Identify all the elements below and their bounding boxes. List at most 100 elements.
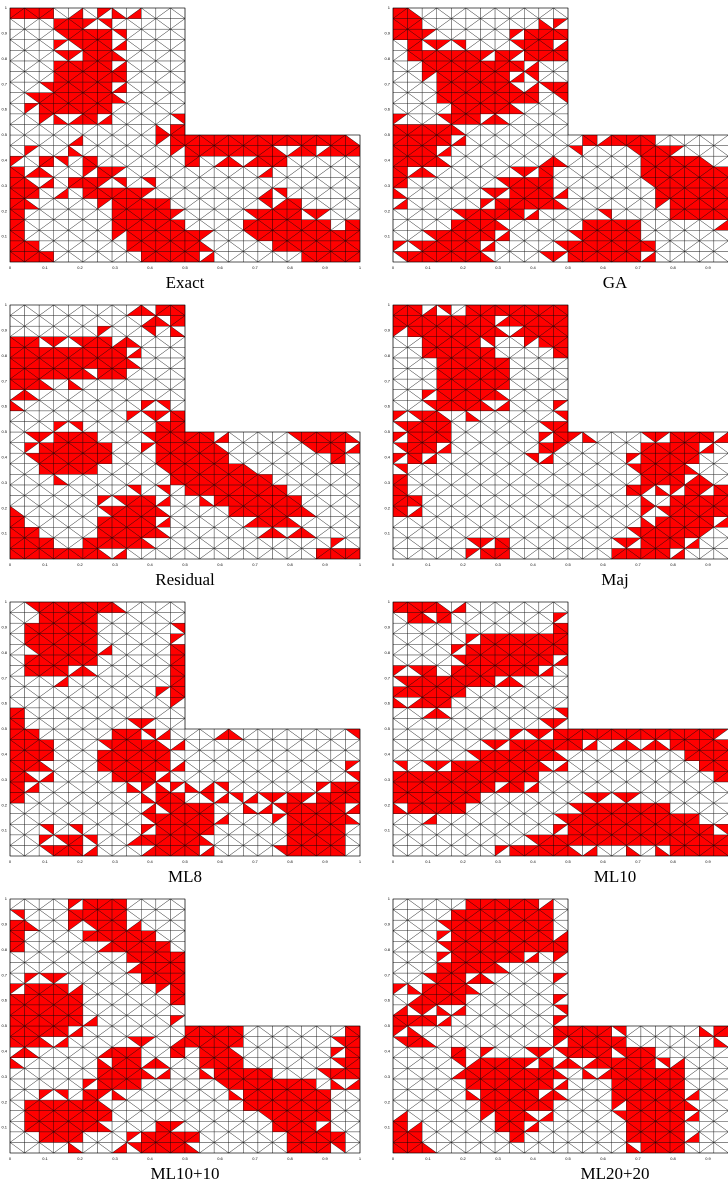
mesh-panel: 00.10.20.30.40.50.60.70.80.910.10.20.30.… — [384, 302, 728, 567]
y-tick-label: 0.6 — [384, 107, 390, 112]
x-tick-label: 0.2 — [460, 562, 466, 567]
y-tick-label: 0.8 — [1, 650, 7, 655]
x-tick-label: 0.1 — [42, 859, 48, 864]
y-tick-label: 0.8 — [384, 353, 390, 358]
x-tick-label: 0.9 — [322, 859, 328, 864]
mesh-panel: 00.10.20.30.40.50.60.70.80.910.10.20.30.… — [1, 302, 361, 567]
x-tick-label: 0.6 — [600, 265, 606, 270]
x-tick-label: 0 — [9, 562, 12, 567]
x-tick-label: 0.8 — [287, 859, 293, 864]
x-tick-label: 1 — [359, 859, 362, 864]
x-tick-label: 0.2 — [77, 859, 83, 864]
y-tick-label: 0.7 — [384, 81, 390, 86]
panel-caption: Exact — [166, 273, 205, 292]
x-tick-label: 0.6 — [217, 562, 223, 567]
x-tick-label: 0.7 — [635, 562, 641, 567]
x-tick-label: 0.5 — [182, 859, 188, 864]
mesh-panel: 00.10.20.30.40.50.60.70.80.910.10.20.30.… — [384, 599, 728, 864]
y-tick-label: 0.4 — [1, 157, 7, 162]
panel-caption: ML8 — [168, 867, 202, 886]
y-tick-label: 0.5 — [384, 132, 390, 137]
x-tick-label: 0.8 — [670, 562, 676, 567]
y-tick-label: 1 — [388, 5, 391, 10]
x-tick-label: 0.7 — [252, 859, 258, 864]
y-tick-label: 0.1 — [1, 234, 7, 239]
x-tick-label: 0.7 — [252, 562, 258, 567]
y-tick-label: 0.6 — [384, 404, 390, 409]
x-tick-label: 0.3 — [112, 562, 118, 567]
x-tick-label: 0 — [9, 265, 12, 270]
x-tick-label: 0.2 — [77, 562, 83, 567]
y-tick-label: 1 — [5, 5, 8, 10]
x-tick-label: 0.5 — [182, 562, 188, 567]
x-tick-label: 0.4 — [530, 562, 536, 567]
x-tick-label: 0.9 — [322, 562, 328, 567]
y-tick-label: 0.9 — [1, 30, 7, 35]
y-tick-label: 0.8 — [384, 56, 390, 61]
y-tick-label: 1 — [388, 302, 391, 307]
y-tick-label: 1 — [5, 599, 8, 604]
mesh-panel: 00.10.20.30.40.50.60.70.80.910.10.20.30.… — [1, 5, 361, 270]
y-tick-label: 0.1 — [384, 234, 390, 239]
y-tick-label: 0.2 — [384, 505, 390, 510]
x-tick-label: 0.8 — [287, 265, 293, 270]
x-tick-label: 0.9 — [322, 265, 328, 270]
y-tick-label: 0.2 — [1, 208, 7, 213]
y-tick-label: 0.7 — [384, 378, 390, 383]
y-tick-label: 0.2 — [1, 505, 7, 510]
panel-caption: Residual — [155, 570, 215, 589]
x-tick-label: 0.7 — [252, 265, 258, 270]
y-tick-label: 0.9 — [384, 327, 390, 332]
figure: 0 0.1 0.2 0.3 0.4 0.5 0.6 0.7 0.8 0.9 1 0.1 0.2 0.3 0.… — [0, 0, 728, 1191]
y-tick-label: 0.3 — [1, 480, 7, 485]
y-tick-label: 0.6 — [1, 107, 7, 112]
y-tick-label: 0.4 — [1, 454, 7, 459]
x-tick-label: 0.3 — [112, 265, 118, 270]
y-tick-label: 0.5 — [1, 726, 7, 731]
y-tick-label: 0.9 — [1, 327, 7, 332]
y-tick-label: 0.8 — [1, 353, 7, 358]
x-tick-label: 0.2 — [77, 265, 83, 270]
x-tick-label: 0.1 — [425, 562, 431, 567]
y-tick-label: 0.4 — [384, 454, 390, 459]
y-tick-label: 0.1 — [1, 828, 7, 833]
x-tick-label: 0.3 — [495, 265, 501, 270]
x-tick-label: 0.7 — [635, 265, 641, 270]
y-tick-label: 0.6 — [1, 701, 7, 706]
x-tick-label: 0.2 — [460, 265, 466, 270]
x-tick-label: 0.4 — [147, 859, 153, 864]
x-tick-label: 0.5 — [182, 265, 188, 270]
x-tick-label: 0.4 — [530, 265, 536, 270]
x-tick-label: 1 — [359, 562, 362, 567]
y-tick-label: 0.4 — [1, 751, 7, 756]
panel-caption: Maj — [601, 570, 628, 589]
y-tick-label: 0.1 — [384, 531, 390, 536]
mesh-panel: 00.10.20.30.40.50.60.70.80.910.10.20.30.… — [1, 599, 361, 864]
y-tick-label: 0.3 — [1, 777, 7, 782]
y-tick-label: 0.7 — [1, 81, 7, 86]
y-tick-label: 0.9 — [384, 30, 390, 35]
x-tick-label: 0 — [9, 859, 12, 864]
y-tick-label: 0.3 — [384, 480, 390, 485]
x-tick-label: 0 — [392, 562, 395, 567]
x-tick-label: 0.1 — [42, 265, 48, 270]
y-tick-label: 0.4 — [384, 157, 390, 162]
x-tick-label: 0.5 — [565, 265, 571, 270]
x-tick-label: 0.6 — [217, 859, 223, 864]
x-tick-label: 0.9 — [705, 265, 711, 270]
y-tick-label: 1 — [5, 302, 8, 307]
y-tick-label: 0.5 — [384, 429, 390, 434]
x-tick-label: 0.1 — [425, 265, 431, 270]
y-tick-label: 0.1 — [1, 531, 7, 536]
x-tick-label: 0.5 — [565, 562, 571, 567]
y-tick-label: 0.6 — [1, 404, 7, 409]
y-tick-label: 0.3 — [384, 183, 390, 188]
x-tick-label: 0.6 — [217, 265, 223, 270]
x-tick-label: 0.4 — [147, 562, 153, 567]
x-tick-label: 0.9 — [705, 562, 711, 567]
y-tick-label: 0.5 — [1, 132, 7, 137]
mesh-panel: 0 0.1 0.2 0.3 0.4 0.5 0.6 0.7 0.8 0.9 1 0.1 0.2 0.3 0.… — [384, 5, 728, 270]
y-tick-label: 0.2 — [384, 208, 390, 213]
y-tick-label: 0.5 — [1, 429, 7, 434]
x-tick-label: 0 — [392, 265, 395, 270]
